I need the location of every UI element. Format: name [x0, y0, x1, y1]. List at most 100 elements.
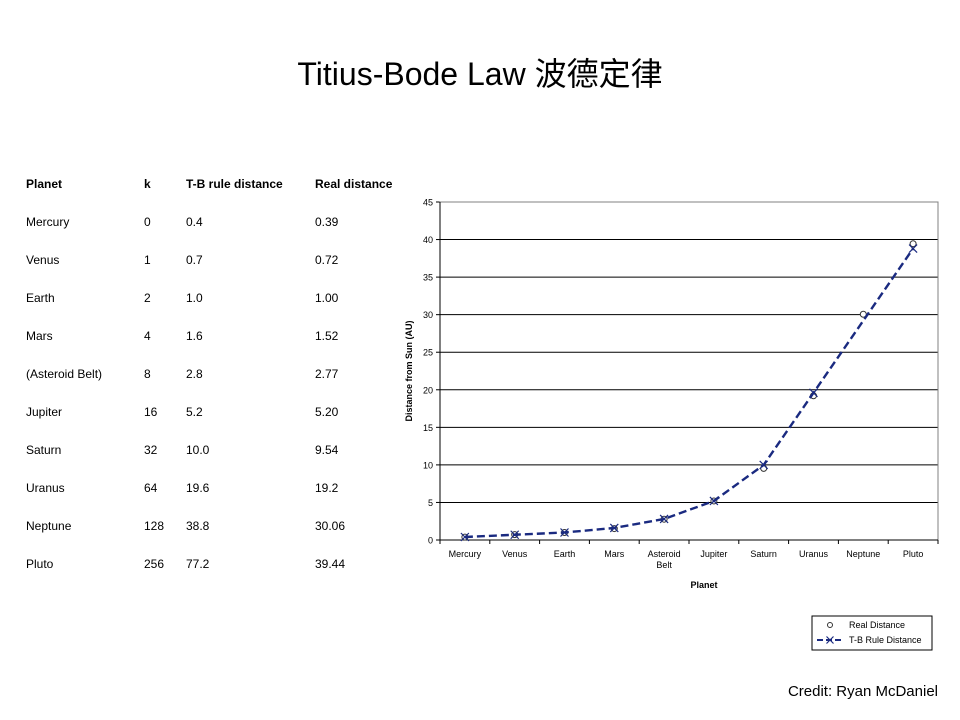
cell-real-distance: 9.54	[315, 443, 339, 457]
y-tick-label: 35	[423, 273, 433, 283]
cell-planet: Uranus	[26, 481, 65, 495]
t-b-rule-distance-point	[609, 523, 619, 533]
x-axis-title: Planet	[690, 580, 717, 590]
x-tick-label: Pluto	[903, 549, 924, 559]
t-b-rule-distance-point	[510, 530, 520, 540]
distance-chart: 0 5 10 15 20 25 30 35 40 45 Mercury Venus Earth Mars A…	[404, 198, 939, 651]
page-title: Titius-Bode Law 波德定律	[297, 56, 663, 92]
cell-real-distance: 0.39	[315, 215, 339, 229]
table-row: Neptune 128 38.8 30.06	[26, 507, 415, 545]
t-b-rule-distance-point	[659, 514, 669, 524]
cell-planet: Jupiter	[26, 405, 63, 419]
cell-k: 64	[144, 481, 158, 495]
y-tick-label: 25	[423, 348, 433, 358]
y-axis-title: Distance from Sun (AU)	[404, 320, 414, 421]
x-tick-label: Mars	[604, 549, 624, 559]
y-tick-label: 20	[423, 385, 433, 395]
cell-planet: Venus	[26, 253, 60, 267]
legend-box	[811, 615, 933, 651]
y-tick-label: 0	[428, 536, 433, 546]
x-tick-label: Neptune	[846, 549, 880, 559]
cell-k: 0	[144, 215, 151, 229]
table-row: Saturn 32 10.0 9.54	[26, 431, 415, 469]
t-b-rule-distance-point	[809, 388, 818, 398]
table-row: Venus 1 0.7 0.72	[26, 241, 415, 279]
cell-tb-distance: 2.8	[186, 367, 203, 381]
x-tick-label: Mercury	[449, 549, 482, 559]
y-tick-label: 15	[423, 423, 433, 433]
table-row: Pluto 256 77.2 39.44	[26, 545, 415, 583]
cell-planet: Neptune	[26, 519, 72, 533]
cell-planet: Earth	[26, 291, 55, 305]
cell-k: 128	[144, 519, 165, 533]
x-tick-label: Earth	[554, 549, 576, 559]
cell-real-distance: 0.72	[315, 253, 339, 267]
real-distance-point	[859, 310, 867, 318]
cell-k: 1	[144, 253, 151, 267]
cell-planet: (Asteroid Belt)	[26, 367, 103, 381]
table-row: Jupiter 16 5.2 5.20	[26, 393, 415, 431]
y-tick-label: 40	[423, 235, 433, 245]
cell-tb-distance: 77.2	[186, 557, 210, 571]
t-b-rule-distance-point	[709, 496, 719, 506]
table-row: Earth 2 1.0 1.00	[26, 279, 415, 317]
cell-planet: Pluto	[26, 557, 54, 571]
cell-k: 4	[144, 329, 151, 343]
cell-real-distance: 19.2	[315, 481, 339, 495]
cell-tb-distance: 38.8	[186, 519, 210, 533]
t-b-rule-distance-point	[460, 532, 470, 542]
legend-swatch-marker	[827, 622, 833, 628]
t-b-rule-distance-line	[464, 247, 915, 539]
header-tb-distance: T-B rule distance	[186, 177, 283, 191]
cell-tb-distance: 1.6	[186, 329, 203, 343]
plot-area	[439, 201, 939, 541]
cell-k: 256	[144, 557, 165, 571]
cell-k: 32	[144, 443, 158, 457]
table-header-row: Planet k T-B rule distance Real distance	[26, 165, 415, 203]
cell-k: 16	[144, 405, 158, 419]
x-tick-label: Saturn	[750, 549, 777, 559]
y-tick-label: 30	[423, 310, 433, 320]
real-distance-point	[909, 240, 917, 248]
cell-real-distance: 30.06	[315, 519, 346, 533]
cell-real-distance: 1.52	[315, 329, 339, 343]
chart-legend: Real Distance T-B Rule Distance	[811, 615, 933, 651]
table-row: Uranus 64 19.6 19.2	[26, 469, 415, 507]
x-tick-label: Asteroid Belt	[648, 549, 681, 570]
header-real-distance: Real distance	[315, 177, 393, 191]
cell-tb-distance: 19.6	[186, 481, 210, 495]
planet-table: Planet k T-B rule distance Real distance…	[26, 165, 415, 583]
x-tick-label: Uranus	[799, 549, 829, 559]
cell-k: 8	[144, 367, 151, 381]
table-row: Mercury 0 0.4 0.39	[26, 203, 415, 241]
y-tick-label: 5	[428, 498, 433, 508]
cell-tb-distance: 5.2	[186, 405, 203, 419]
legend-swatch-marker	[826, 636, 834, 644]
credit-text: Credit: Ryan McDaniel	[787, 683, 938, 700]
cell-real-distance: 39.44	[315, 557, 346, 571]
cell-planet: Mercury	[26, 215, 70, 229]
cell-tb-distance: 0.4	[186, 215, 203, 229]
t-b-rule-distance-point	[908, 244, 918, 253]
cell-tb-distance: 1.0	[186, 291, 203, 305]
cell-tb-distance: 10.0	[186, 443, 210, 457]
y-tick-label: 10	[423, 460, 433, 470]
cell-real-distance: 5.20	[315, 405, 339, 419]
header-k: k	[144, 177, 151, 191]
x-tick-label: Venus	[502, 549, 528, 559]
cell-k: 2	[144, 291, 151, 305]
y-tick-label: 45	[423, 198, 433, 208]
x-tick-label: Jupiter	[700, 549, 727, 559]
cell-planet: Saturn	[26, 443, 62, 457]
table-row: (Asteroid Belt) 8 2.8 2.77	[26, 355, 415, 393]
t-b-rule-distance-point	[560, 528, 569, 537]
t-b-rule-distance-point	[759, 460, 769, 470]
cell-tb-distance: 0.7	[186, 253, 203, 267]
table-row: Mars 4 1.6 1.52	[26, 317, 415, 355]
cell-real-distance: 1.00	[315, 291, 339, 305]
cell-real-distance: 2.77	[315, 367, 339, 381]
legend-label: Real Distance	[849, 620, 905, 630]
header-planet: Planet	[26, 177, 63, 191]
legend-label: T-B Rule Distance	[849, 635, 922, 645]
cell-planet: Mars	[26, 329, 53, 343]
